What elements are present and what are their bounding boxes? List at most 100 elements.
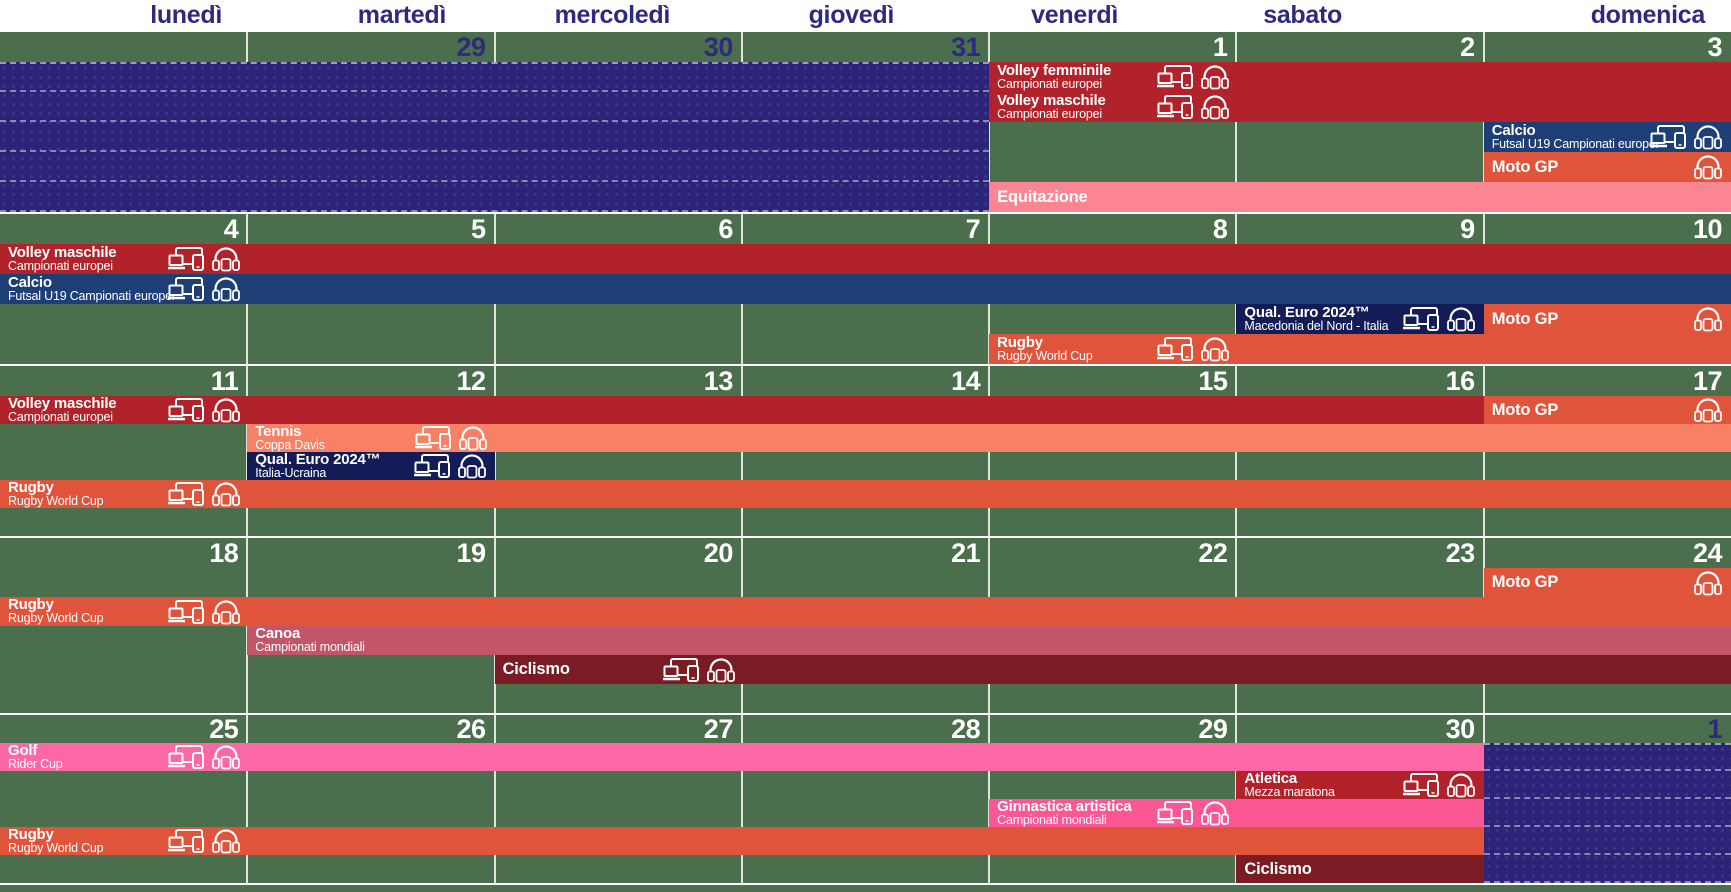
date-strip: 29 30 31 1 2 3: [0, 32, 1731, 62]
event-bar-tennis[interactable]: Tennis Coppa Davis: [247, 424, 1731, 452]
headphones-icon: [459, 426, 488, 451]
day-name-domenica: domenica: [1590, 1, 1706, 29]
event-subtitle: Rugby World Cup: [8, 840, 104, 855]
date-cell: 26: [456, 714, 487, 744]
event-subtitle: Rugby World Cup: [8, 611, 104, 626]
event-icons: [168, 247, 240, 272]
event-row: Volley maschile Campionati europei: [0, 92, 1731, 122]
event-bar-volley-maschile[interactable]: Volley maschile Campionati europei: [0, 396, 1484, 424]
event-title: Moto GP: [1491, 157, 1559, 176]
event-bar-atletica[interactable]: Atletica Mezza maratona: [1236, 771, 1484, 799]
date-cell: 21: [951, 538, 981, 568]
multi-device-screens-icon: [168, 745, 204, 769]
event-row: Moto GP: [0, 152, 1731, 182]
overlay-dashed-row: [1483, 799, 1731, 827]
headphones-icon: [212, 277, 240, 302]
event-bar-rugby[interactable]: Rugby Rugby World Cup: [989, 334, 1731, 364]
date-cell: 14: [951, 366, 981, 396]
date-cell: 29: [456, 32, 487, 62]
event-bar-ciclismo[interactable]: Ciclismo: [494, 655, 1731, 684]
multi-device-screens-icon: [168, 829, 204, 853]
multi-device-screens-icon: [168, 599, 204, 624]
date-cell: 5: [471, 214, 486, 244]
date-cell: 3: [1707, 32, 1722, 62]
event-bar-moto-gp[interactable]: Moto GP: [1483, 396, 1731, 424]
date-cell: 16: [1445, 366, 1476, 396]
next-month-overlay: [1483, 743, 1731, 883]
event-bar-qual-euro-2024[interactable]: Qual. Euro 2024™ Macedonia del Nord - Ita…: [1236, 304, 1484, 334]
event-row: Ciclismo: [0, 655, 1731, 684]
date-cell: 18: [209, 538, 239, 568]
event-title: Ciclismo: [502, 660, 570, 678]
event-icons: [1694, 155, 1722, 180]
event-icons: [1157, 65, 1230, 90]
event-subtitle: Campionati mondiali: [997, 812, 1107, 827]
event-bar-volley-maschile[interactable]: Volley maschile Campionati europei: [0, 244, 1731, 274]
date-cell: 17: [1692, 366, 1723, 396]
event-subtitle: Campionati mondiali: [255, 640, 365, 655]
date-cell: 4: [223, 214, 239, 244]
event-icons: [1694, 398, 1722, 423]
event-subtitle: Futsal U19 Campionati europei: [8, 288, 175, 303]
week-row-4: 18 19 20 21 22 23 24 Moto GP Rugby Rugby World C…: [0, 538, 1731, 713]
event-title: Moto GP: [1491, 573, 1559, 591]
event-bar-moto-gp[interactable]: Moto GP: [1483, 568, 1731, 597]
headphones-icon: [212, 599, 240, 624]
date-cell: 24: [1692, 538, 1723, 568]
event-bar-canoa[interactable]: Canoa Campionati mondiali: [247, 626, 1731, 655]
date-cell: 6: [718, 214, 733, 244]
event-title: Rugby: [8, 480, 54, 496]
event-bar-rugby[interactable]: Rugby Rugby World Cup: [0, 597, 1731, 626]
date-cell: 22: [1198, 538, 1228, 568]
event-icons: [168, 277, 240, 302]
event-bar-calcio[interactable]: Calcio Futsal U19 Campionati europei: [0, 274, 1731, 304]
headphones-icon: [212, 482, 240, 507]
event-bar-volley-maschile[interactable]: Volley maschile Campionati europei: [989, 92, 1731, 122]
headphones-icon: [1694, 398, 1722, 423]
column-separator: [493, 715, 496, 883]
event-icons: [1694, 570, 1722, 595]
event-subtitle: Campionati europei: [997, 106, 1102, 121]
date-cell: 30: [1445, 714, 1476, 744]
day-name-sabato: sabato: [1263, 1, 1342, 29]
event-row: Ginnastica artistica Campionati mondiali: [0, 799, 1731, 827]
event-bar-moto-gp[interactable]: Moto GP: [1483, 152, 1731, 182]
event-bar-rugby[interactable]: Rugby Rugby World Cup: [0, 480, 1731, 508]
event-subtitle: Coppa Davis: [255, 437, 325, 452]
event-row: Volley femminile Campionati europei: [0, 62, 1731, 92]
event-title: Golf: [8, 743, 38, 759]
event-title: Qual. Euro 2024™: [255, 452, 381, 468]
event-bar-calcio[interactable]: Calcio Futsal U19 Campionati europei: [1483, 122, 1731, 152]
event-icons: [415, 426, 488, 451]
multi-device-screens-icon: [168, 482, 204, 506]
weekday-header: lunedì martedì mercoledì giovedì venerdì saba…: [0, 0, 1731, 30]
event-title: Volley maschile: [997, 92, 1106, 109]
date-cell: 11: [210, 366, 239, 396]
event-subtitle: Rugby World Cup: [8, 493, 104, 508]
headphones-icon: [212, 398, 240, 423]
multi-device-screens-icon: [1650, 125, 1686, 149]
event-icons: [1157, 337, 1230, 362]
event-bar-qual-euro-2024[interactable]: Qual. Euro 2024™ Italia-Ucraina: [247, 452, 495, 480]
event-subtitle: Macedonia del Nord - Italia: [1244, 318, 1389, 333]
event-subtitle: Italia-Ucraina: [255, 465, 327, 480]
event-bar-rugby[interactable]: Rugby Rugby World Cup: [0, 827, 1484, 855]
week-row-1: 29 30 31 1 2 3 Volley femminile Campionati euro…: [0, 32, 1731, 212]
overlay-dashed-row: [0, 64, 990, 92]
column-separator: [988, 32, 991, 212]
event-bar-volley-femminile[interactable]: Volley femminile Campionati europei: [989, 62, 1731, 92]
event-row: Rugby Rugby World Cup: [0, 334, 1731, 364]
event-bar-ciclismo[interactable]: Ciclismo: [1236, 855, 1484, 883]
event-icons: [1650, 125, 1722, 150]
event-bar-ginnastica-artistica[interactable]: Ginnastica artistica Campionati mondiali: [989, 799, 1484, 827]
event-bar-equitazione[interactable]: Equitazione: [989, 182, 1731, 212]
headphones-icon: [1201, 65, 1230, 90]
event-bar-moto-gp[interactable]: Moto GP: [1483, 304, 1731, 334]
event-subtitle: Mezza maratona: [1244, 784, 1335, 799]
event-title: Atletica: [1244, 771, 1298, 787]
column-separator: [246, 715, 249, 883]
event-bar-golf[interactable]: Golf Rider Cup: [0, 743, 1484, 771]
headphones-icon: [212, 829, 240, 854]
event-row: Equitazione: [0, 182, 1731, 212]
